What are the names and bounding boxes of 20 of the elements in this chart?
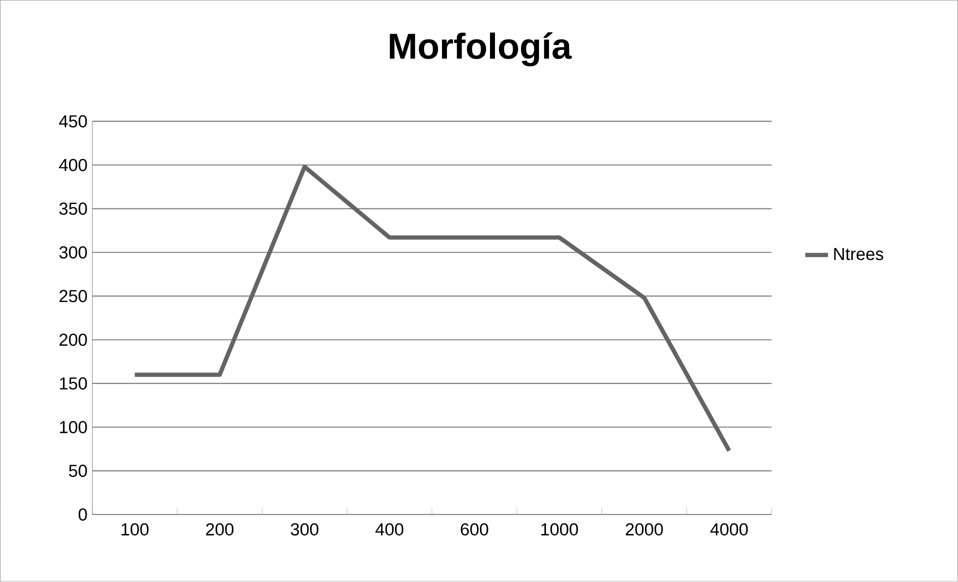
y-tick-label: 0 [78,508,87,521]
y-tick-label: 50 [69,464,87,478]
x-tick-label: 100 [122,523,149,536]
x-tick-label: 400 [375,523,404,536]
legend-label: Ntrees [834,248,884,260]
x-tick-label: 600 [460,523,488,536]
y-tick-label: 200 [60,334,87,346]
x-tick-label: 2000 [626,523,663,536]
x-tick-label: 4000 [710,523,748,536]
y-tick-label: 450 [59,115,87,128]
x-tick-label: 1000 [541,523,578,536]
y-tick-label: 150 [60,377,87,390]
x-tick-label: 200 [206,523,234,536]
y-tick-label: 400 [59,158,87,172]
y-tick-label: 250 [60,290,87,302]
chart-title: Morfología [390,32,572,66]
y-tick-label: 300 [59,246,87,259]
y-tick-label: 100 [60,421,87,434]
x-tick-label: 300 [290,523,318,536]
y-tick-label: 350 [59,202,87,215]
